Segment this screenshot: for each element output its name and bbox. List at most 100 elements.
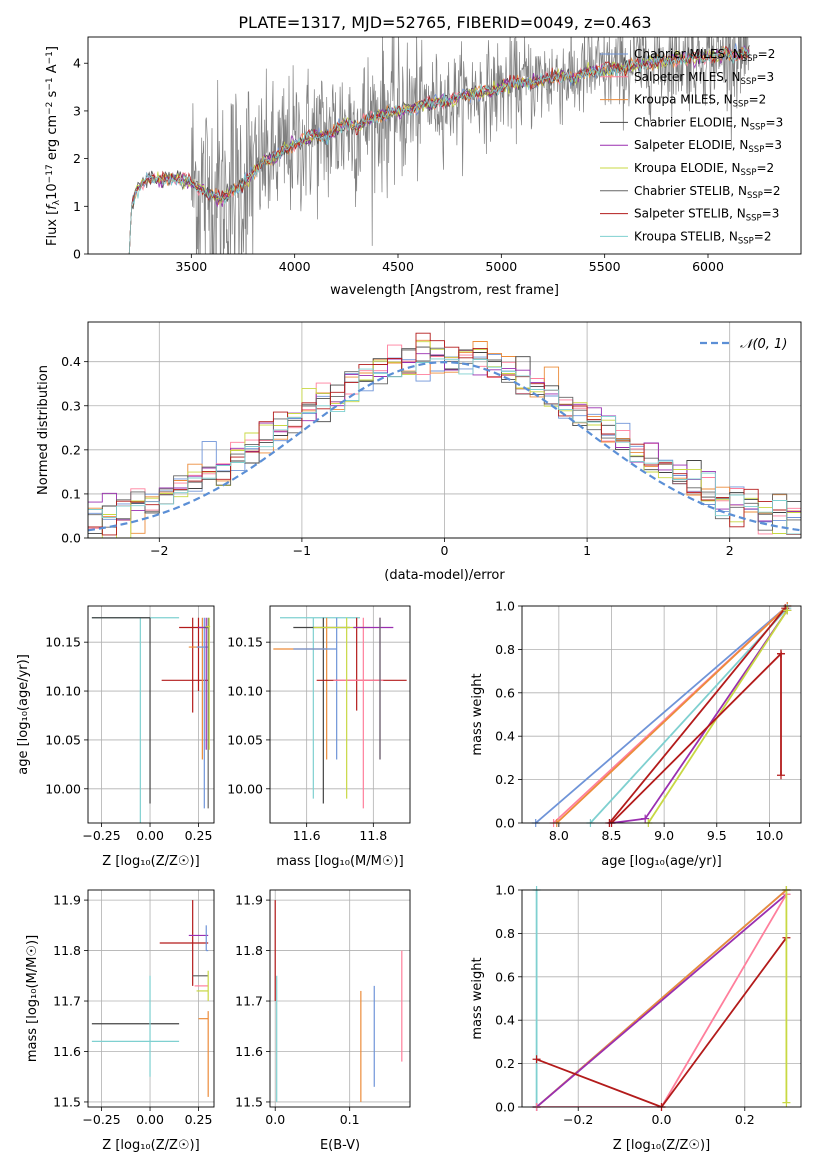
mass_vs_ebv-frame	[269, 889, 411, 1108]
y-tick-label: 0.1	[61, 486, 81, 501]
y-tick-label: 2	[73, 151, 81, 166]
legend-label: Salpeter ELODIE, NSSP=3	[634, 138, 782, 155]
weight-line	[608, 607, 786, 823]
x-tick-label: 4500	[382, 259, 414, 274]
y-tick-label: 0.0	[495, 816, 515, 831]
y-tick-label: 11.5	[53, 1094, 81, 1109]
residuals-axes: −2 −1 0 1 2 0.0 0.1 0.2 0.3 0.4 (data-model)/error	[61, 322, 801, 583]
spectrum-axes: 3500 4000 4500 5000 5500 6000 0 1 2 3 4 wavelength …	[73, 56, 724, 298]
x-tick-label: 0.00	[136, 828, 164, 843]
data-point	[91, 617, 151, 804]
weight-marker	[776, 649, 785, 658]
data-point	[91, 617, 180, 823]
x-tick-label: 0.00	[136, 1112, 164, 1127]
mass_weight_vs_age-axes: 8.0 8.5 9.0 9.5 10.0 0.0 0.2 0.4 0.6 0.8 1.0 age [l…	[495, 599, 801, 869]
histogram-series	[88, 347, 801, 531]
x-axis-label: Z [log₁₀(Z/Z☉)]	[102, 1138, 199, 1153]
y-tick-label: 0.2	[495, 772, 515, 787]
y-tick-label: 10.00	[227, 781, 263, 796]
y-tick-label: 0.4	[495, 729, 515, 744]
data-point	[313, 617, 370, 799]
y-tick-label: 0.3	[61, 398, 81, 413]
data-point	[198, 1011, 209, 1097]
age_vs_Z-axes: −0.25 0.00 0.25 10.00 10.05 10.10 10.15 Z [log₁…	[45, 606, 214, 869]
weight-line	[610, 651, 782, 823]
legend-label: Kroupa STELIB, NSSP=2	[634, 229, 772, 246]
y-tick-label: 0	[73, 247, 81, 262]
y-axis-label: Normed distribution	[36, 365, 51, 495]
x-tick-label: 2	[726, 543, 734, 558]
y-tick-label: 11.8	[53, 943, 81, 958]
x-axis-label: wavelength [Angstrom, rest frame]	[330, 283, 559, 298]
data-point	[293, 617, 338, 760]
legend-label: Kroupa ELODIE, NSSP=2	[634, 161, 774, 178]
weight-marker	[641, 814, 650, 823]
normal-curve	[88, 360, 801, 532]
age_vs_mass-axes: 11.6 11.8 10.00 10.05 10.10 10.15 mass [log₁₀(…	[227, 606, 410, 869]
y-tick-label: 11.8	[235, 943, 263, 958]
weight-marker	[783, 606, 792, 615]
age_vs_mass-frame	[269, 605, 411, 824]
y-tick-label: 11.9	[53, 893, 81, 908]
data-point	[280, 617, 360, 799]
data-point	[333, 617, 384, 809]
legend-label: Kroupa MILES, NSSP=2	[634, 93, 766, 110]
y-tick-label: 10.15	[45, 635, 81, 650]
y-tick-label: 0.6	[495, 685, 515, 700]
data-point	[206, 617, 211, 750]
x-tick-label: −0.2	[563, 1112, 593, 1127]
x-tick-label: 0.0	[265, 1112, 285, 1127]
data-point	[161, 617, 209, 713]
mass_vs_Z-frame	[87, 889, 215, 1108]
x-tick-label: 8.5	[602, 828, 622, 843]
x-tick-label: 0.1	[340, 1112, 360, 1127]
x-tick-label: 1	[583, 543, 591, 558]
y-tick-label: 0.4	[495, 1013, 515, 1028]
data-point	[204, 617, 209, 809]
y-axis-label: mass weight	[470, 957, 485, 1039]
y-tick-label: 0.8	[495, 926, 515, 941]
legend-label: Salpeter STELIB, NSSP=3	[634, 207, 779, 224]
y-tick-label: 0.2	[495, 1056, 515, 1071]
y-tick-label: 1	[73, 199, 81, 214]
x-tick-label: −1	[293, 543, 311, 558]
data-point	[293, 617, 350, 804]
y-tick-label: 11.6	[53, 1044, 81, 1059]
x-axis-label: age [log₁₀(age/yr)]	[601, 854, 722, 869]
mass_weight_vs_age-frame	[521, 605, 802, 824]
x-axis-label: mass [log₁₀(M/M☉)]	[276, 854, 403, 869]
y-tick-label: 10.10	[45, 684, 81, 699]
weight-line	[556, 606, 788, 823]
x-tick-label: 0.25	[185, 828, 213, 843]
x-tick-label: 5500	[589, 259, 621, 274]
mass_vs_Z-axes: −0.25 0.00 0.25 11.5 11.6 11.7 11.8 11.9 Z [log₁…	[53, 890, 214, 1153]
legend-label: Chabrier MILES, NSSP=2	[634, 47, 775, 64]
y-tick-label: 11.7	[53, 994, 81, 1009]
y-axis-label: mass weight	[470, 673, 485, 755]
y-tick-label: 10.15	[227, 635, 263, 650]
y-tick-label: 0.6	[495, 969, 515, 984]
spectrum-frame	[87, 36, 802, 255]
weight-marker	[776, 771, 785, 780]
histogram-series	[88, 332, 801, 536]
y-tick-label: 0.0	[61, 531, 81, 546]
y-tick-label: 11.6	[235, 1044, 263, 1059]
data-point	[159, 900, 209, 986]
panels: 3500 4000 4500 5000 5500 6000 0 1 2 3 4 wavelength …	[16, 36, 802, 1153]
x-axis-label: Z [log₁₀(Z/Z☉)]	[613, 1138, 710, 1153]
legend-label: 𝒩(0, 1)	[740, 337, 787, 352]
x-tick-label: 5000	[485, 259, 517, 274]
residuals-frame	[87, 321, 802, 539]
y-tick-label: 10.05	[45, 732, 81, 747]
legend-label: Salpeter MILES, NSSP=3	[634, 70, 774, 87]
x-tick-label: 10.0	[755, 828, 783, 843]
mass_weight_vs_Z-frame	[521, 889, 802, 1108]
x-tick-label: 0.0	[652, 1112, 672, 1127]
figure-title: PLATE=1317, MJD=52765, FIBERID=0049, z=0…	[238, 13, 651, 32]
y-axis-label: age [log₁₀(age/yr)]	[16, 654, 31, 775]
x-tick-label: −0.25	[82, 828, 120, 843]
weight-line	[536, 893, 787, 1107]
x-tick-label: 0	[441, 543, 449, 558]
y-tick-label: 0.2	[61, 442, 81, 457]
